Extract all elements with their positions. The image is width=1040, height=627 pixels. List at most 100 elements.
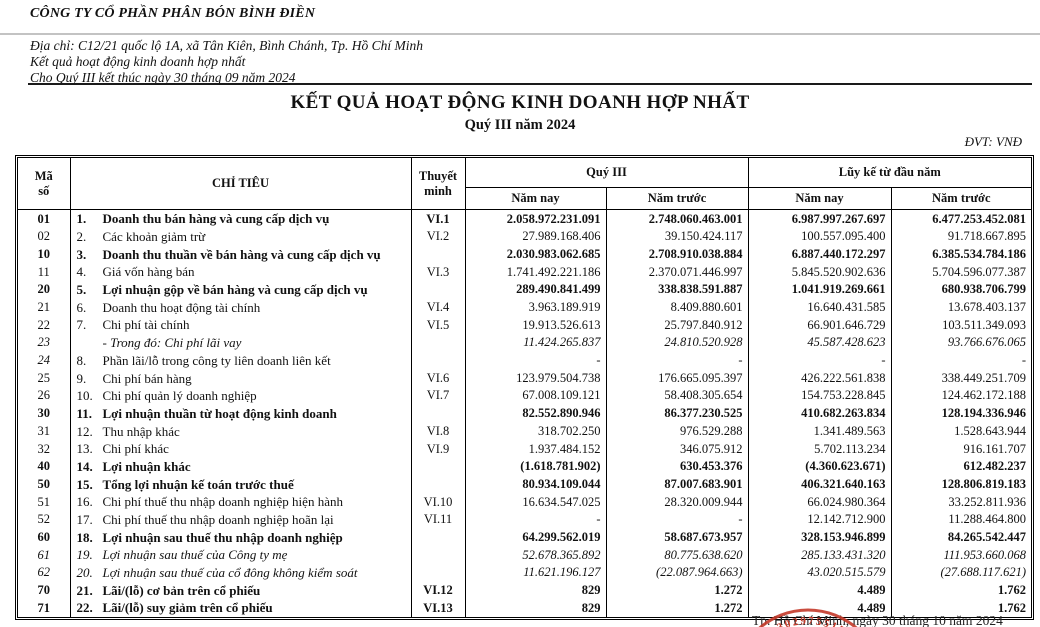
row-label: 4. Giá vốn hàng bán [69,263,412,281]
table-row: 24 8. Phần lãi/lỗ trong công ty liên doanh… [18,351,1032,370]
value-ytd-prior-year: 128.194.336.946 [890,404,1032,423]
col-header-note: Thuyết minh [410,158,466,210]
value-q3-current-year: 19.913.526.613 [464,316,607,334]
value-ytd-current-year: - [747,351,892,370]
value-ytd-current-year: 66.024.980.364 [747,493,892,511]
value-ytd-current-year: 5.702.113.234 [747,439,892,458]
row-label: 5. Lợi nhuận gộp về bán hàng và cung cấp … [69,280,412,299]
value-ytd-current-year: 6.887.440.172.297 [747,245,892,264]
value-q3-prior-year: 2.370.071.446.997 [605,263,749,281]
value-q3-current-year: 1.937.484.152 [464,439,607,458]
value-q3-prior-year: 80.775.638.620 [605,546,749,564]
col-header-code-line1: Mã [34,168,53,183]
value-ytd-prior-year: 103.511.349.093 [890,316,1032,334]
row-ordinal: 2. [76,229,87,245]
row-note-ref: VI.8 [410,422,466,440]
report-period-line: Cho Quý III kết thúc ngày 30 tháng 09 nă… [30,70,296,85]
row-ordinal: 5. [76,282,87,298]
value-q3-current-year: 27.989.168.406 [464,227,607,246]
value-q3-prior-year: 28.320.009.944 [605,493,749,511]
row-ordinal: 10. [76,388,93,404]
value-ytd-prior-year: 680.938.706.799 [890,280,1032,299]
table-row: 31 12. Thu nhập khác VI.8 318.702.250 976.529… [18,422,1032,440]
results-table-frame: Mã số CHỈ TIÊU Thuyết minh Quý III Lũy k… [15,155,1034,620]
value-q3-prior-year: (22.087.964.663) [605,563,749,582]
value-q3-prior-year: - [605,351,749,370]
row-code: 10 [18,245,71,264]
value-ytd-prior-year: (27.688.117.621) [890,563,1032,582]
row-label-text: Lợi nhuận sau thuế thu nhập doanh nghiệp [102,529,343,545]
table-row: 40 14. Lợi nhuận khác (1.618.781.902) 630.45… [18,457,1032,476]
value-q3-prior-year: 346.075.912 [605,439,749,458]
col-header-note-line1: Thuyết [418,168,458,183]
value-q3-current-year: 289.490.841.499 [464,280,607,299]
row-note-ref: VI.11 [410,510,466,529]
value-q3-current-year: 80.934.109.044 [464,475,607,493]
row-ordinal: 18. [76,529,93,545]
signature-date-line: Tp. Hồ Chí Minh, ngày 30 tháng 10 năm 20… [752,613,1003,627]
row-label-text: Lãi/(lỗ) suy giảm trên cổ phiếu [102,600,273,616]
table-row: 62 20. Lợi nhuận sau thuế của cổ đông khôn… [18,563,1032,582]
row-note-ref: VI.4 [410,298,466,317]
row-label-text: Chi phí thuế thu nhập doanh nghiệp hoãn … [102,512,334,528]
row-label: 21. Lãi/(lỗ) cơ bản trên cổ phiếu [69,581,412,600]
row-ordinal: 1. [76,211,87,227]
value-q3-prior-year: 630.453.376 [605,457,749,476]
value-ytd-prior-year: 6.385.534.784.186 [890,245,1032,264]
row-label-text: Lợi nhuận sau thuế của cổ đông không kiể… [102,565,358,581]
value-q3-prior-year: 24.810.520.928 [605,333,749,352]
company-name: CÔNG TY CỔ PHẦN PHÂN BÓN BÌNH ĐIỀN [30,6,316,21]
letterhead-divider [0,33,1040,35]
row-label: 13. Chi phí khác [69,439,412,458]
row-code: 32 [18,439,71,458]
row-code: 23 [18,333,71,352]
value-q3-current-year: 16.634.547.025 [464,493,607,511]
col-header-code: Mã số [18,158,71,210]
row-ordinal: 21. [76,582,93,598]
value-q3-prior-year: 1.272 [605,581,749,600]
value-ytd-prior-year: 111.953.660.068 [890,546,1032,564]
row-note-ref [410,563,466,582]
value-q3-current-year: 829 [464,599,607,617]
row-note-ref: VI.12 [410,581,466,600]
row-note-ref [410,351,466,370]
col-header-ytd-current-year: Năm nay [747,187,892,210]
row-label-text: Doanh thu bán hàng và cung cấp dịch vụ [102,211,330,227]
row-label-text: Doanh thu hoạt động tài chính [102,299,261,315]
row-code: 52 [18,510,71,529]
col-group-quarter: Quý III [464,158,749,188]
row-ordinal: 9. [76,370,87,386]
value-ytd-current-year: (4.360.623.671) [747,457,892,476]
row-note-ref: VI.2 [410,227,466,246]
value-q3-current-year: (1.618.781.902) [464,457,607,476]
row-code: 31 [18,422,71,440]
currency-unit-label: ĐVT: VNĐ [964,134,1022,149]
row-ordinal: 12. [76,423,93,439]
page-title: KẾT QUẢ HOẠT ĐỘNG KINH DOANH HỢP NHẤT [290,92,750,113]
value-q3-current-year: 82.552.890.946 [464,404,607,423]
row-label: 9. Chi phí bán hàng [69,369,412,387]
value-q3-prior-year: - [605,510,749,529]
table-row: 61 19. Lợi nhuận sau thuế của Công ty mẹ 52… [18,546,1032,564]
table-row: 52 17. Chi phí thuế thu nhập doanh nghiệp … [18,510,1032,529]
col-header-note-line2: minh [424,183,452,198]
value-ytd-prior-year: 33.252.811.936 [890,493,1032,511]
row-note-ref: VI.13 [410,599,466,617]
row-note-ref: VI.3 [410,263,466,281]
row-label-text: Chi phí khác [102,441,169,457]
row-label: 8. Phần lãi/lỗ trong công ty liên doanh l… [69,351,412,370]
table-row: 70 21. Lãi/(lỗ) cơ bản trên cổ phiếu VI.12 8… [18,581,1032,600]
value-q3-prior-year: 58.408.305.654 [605,386,749,405]
value-q3-current-year: 2.058.972.231.091 [464,209,607,228]
value-q3-current-year: - [464,510,607,529]
row-label: - Trong đó: Chi phí lãi vay [69,333,412,352]
value-ytd-prior-year: 84.265.542.447 [890,528,1032,547]
value-ytd-prior-year: 91.718.667.895 [890,227,1032,246]
value-ytd-prior-year: 1.762 [890,599,1032,617]
results-table: Mã số CHỈ TIÊU Thuyết minh Quý III Lũy k… [18,158,1032,617]
value-ytd-prior-year: 916.161.707 [890,439,1032,458]
value-q3-current-year: 52.678.365.892 [464,546,607,564]
value-q3-current-year: 64.299.562.019 [464,528,607,547]
row-label-text: Lợi nhuận khác [102,458,191,474]
row-label-text: Chi phí thuế thu nhập doanh nghiệp hiện … [102,494,343,510]
